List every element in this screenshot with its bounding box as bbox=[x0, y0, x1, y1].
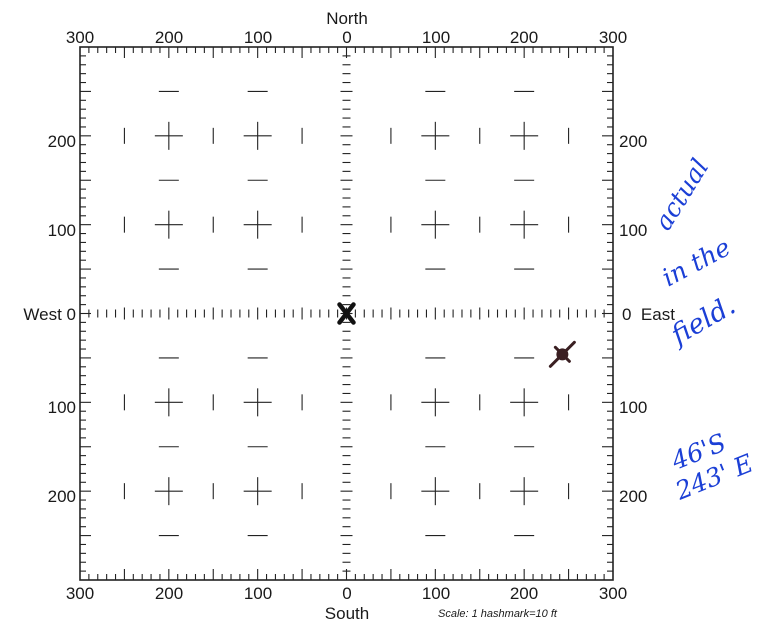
right-scale-labels: 200 100 100 200 bbox=[619, 132, 647, 506]
top-label-e300: 300 bbox=[599, 28, 627, 47]
scale-note: Scale: 1 hashmark=10 ft bbox=[438, 608, 558, 620]
west-label: West 0 bbox=[23, 305, 76, 324]
annotation-line-field: field. bbox=[664, 290, 741, 352]
grid-hashmarks bbox=[80, 47, 613, 580]
left-label-s100: 100 bbox=[48, 398, 76, 417]
top-label-e100: 100 bbox=[422, 28, 450, 47]
bottom-label-e100: 100 bbox=[422, 584, 450, 603]
top-label-e200: 200 bbox=[510, 28, 538, 47]
bottom-label-e200: 200 bbox=[510, 584, 538, 603]
right-label-n100: 100 bbox=[619, 221, 647, 240]
east-label: 0 East bbox=[622, 305, 675, 324]
left-label-n100: 100 bbox=[48, 221, 76, 240]
grid-crosses bbox=[123, 90, 570, 537]
bottom-label-w200: 200 bbox=[155, 584, 183, 603]
handwritten-annotation: actual in the field. 46'S 243' E bbox=[648, 154, 757, 506]
bottom-label-0: 0 bbox=[342, 584, 351, 603]
bottom-label-w300: 300 bbox=[66, 584, 94, 603]
top-label-w300: 300 bbox=[66, 28, 94, 47]
right-label-s100: 100 bbox=[619, 398, 647, 417]
bottom-label-w100: 100 bbox=[244, 584, 272, 603]
right-label-n200: 200 bbox=[619, 132, 647, 151]
top-label-w200: 200 bbox=[155, 28, 183, 47]
annotation-line-actual: actual bbox=[648, 154, 714, 235]
left-label-s200: 200 bbox=[48, 487, 76, 506]
north-label: North bbox=[326, 9, 368, 28]
south-label: South bbox=[325, 604, 369, 623]
top-label-w100: 100 bbox=[244, 28, 272, 47]
annotation-line-in-the: in the bbox=[657, 232, 735, 292]
top-scale-labels: 300 200 100 0 100 200 300 bbox=[66, 28, 627, 47]
top-label-0: 0 bbox=[342, 28, 351, 47]
field-point-marker bbox=[548, 340, 576, 368]
origin-x-mark bbox=[337, 302, 356, 325]
bottom-scale-labels: 300 200 100 0 100 200 300 bbox=[66, 584, 627, 603]
bottom-label-e300: 300 bbox=[599, 584, 627, 603]
left-scale-labels: 200 100 100 200 bbox=[48, 132, 76, 506]
left-label-n200: 200 bbox=[48, 132, 76, 151]
right-label-s200: 200 bbox=[619, 487, 647, 506]
